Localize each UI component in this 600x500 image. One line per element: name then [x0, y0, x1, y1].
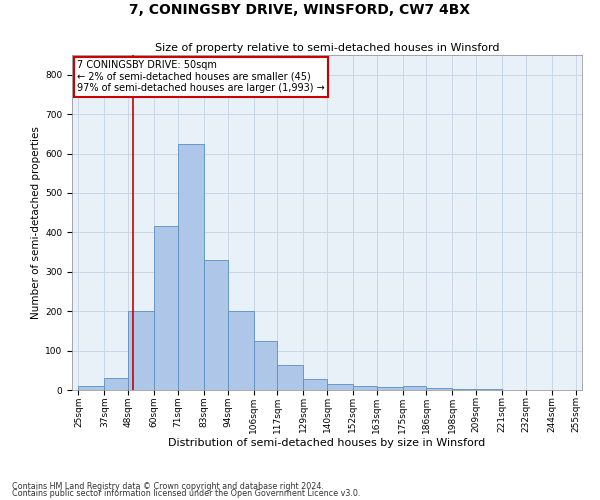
Title: Size of property relative to semi-detached houses in Winsford: Size of property relative to semi-detach…	[155, 43, 499, 53]
Bar	[254, 340, 277, 390]
Text: 7, CONINGSBY DRIVE, WINSFORD, CW7 4BX: 7, CONINGSBY DRIVE, WINSFORD, CW7 4BX	[130, 2, 470, 16]
Text: Contains HM Land Registry data © Crown copyright and database right 2024.: Contains HM Land Registry data © Crown c…	[12, 482, 324, 491]
Text: 7 CONINGSBY DRIVE: 50sqm
← 2% of semi-detached houses are smaller (45)
97% of se: 7 CONINGSBY DRIVE: 50sqm ← 2% of semi-de…	[77, 60, 325, 93]
Text: Contains public sector information licensed under the Open Government Licence v3: Contains public sector information licen…	[12, 489, 361, 498]
Bar	[303, 379, 327, 390]
Bar	[427, 388, 452, 390]
Bar	[104, 378, 128, 390]
Y-axis label: Number of semi-detached properties: Number of semi-detached properties	[31, 126, 41, 319]
Bar	[204, 260, 227, 390]
Bar	[178, 144, 204, 390]
Bar	[227, 311, 254, 390]
Bar	[154, 226, 178, 390]
Bar	[277, 365, 303, 390]
Bar	[377, 387, 403, 390]
Bar	[476, 389, 502, 390]
Bar	[353, 386, 377, 390]
Bar	[128, 311, 154, 390]
X-axis label: Distribution of semi-detached houses by size in Winsford: Distribution of semi-detached houses by …	[169, 438, 485, 448]
Bar	[79, 386, 104, 390]
Bar	[403, 386, 427, 390]
Bar	[452, 389, 476, 390]
Bar	[327, 384, 353, 390]
